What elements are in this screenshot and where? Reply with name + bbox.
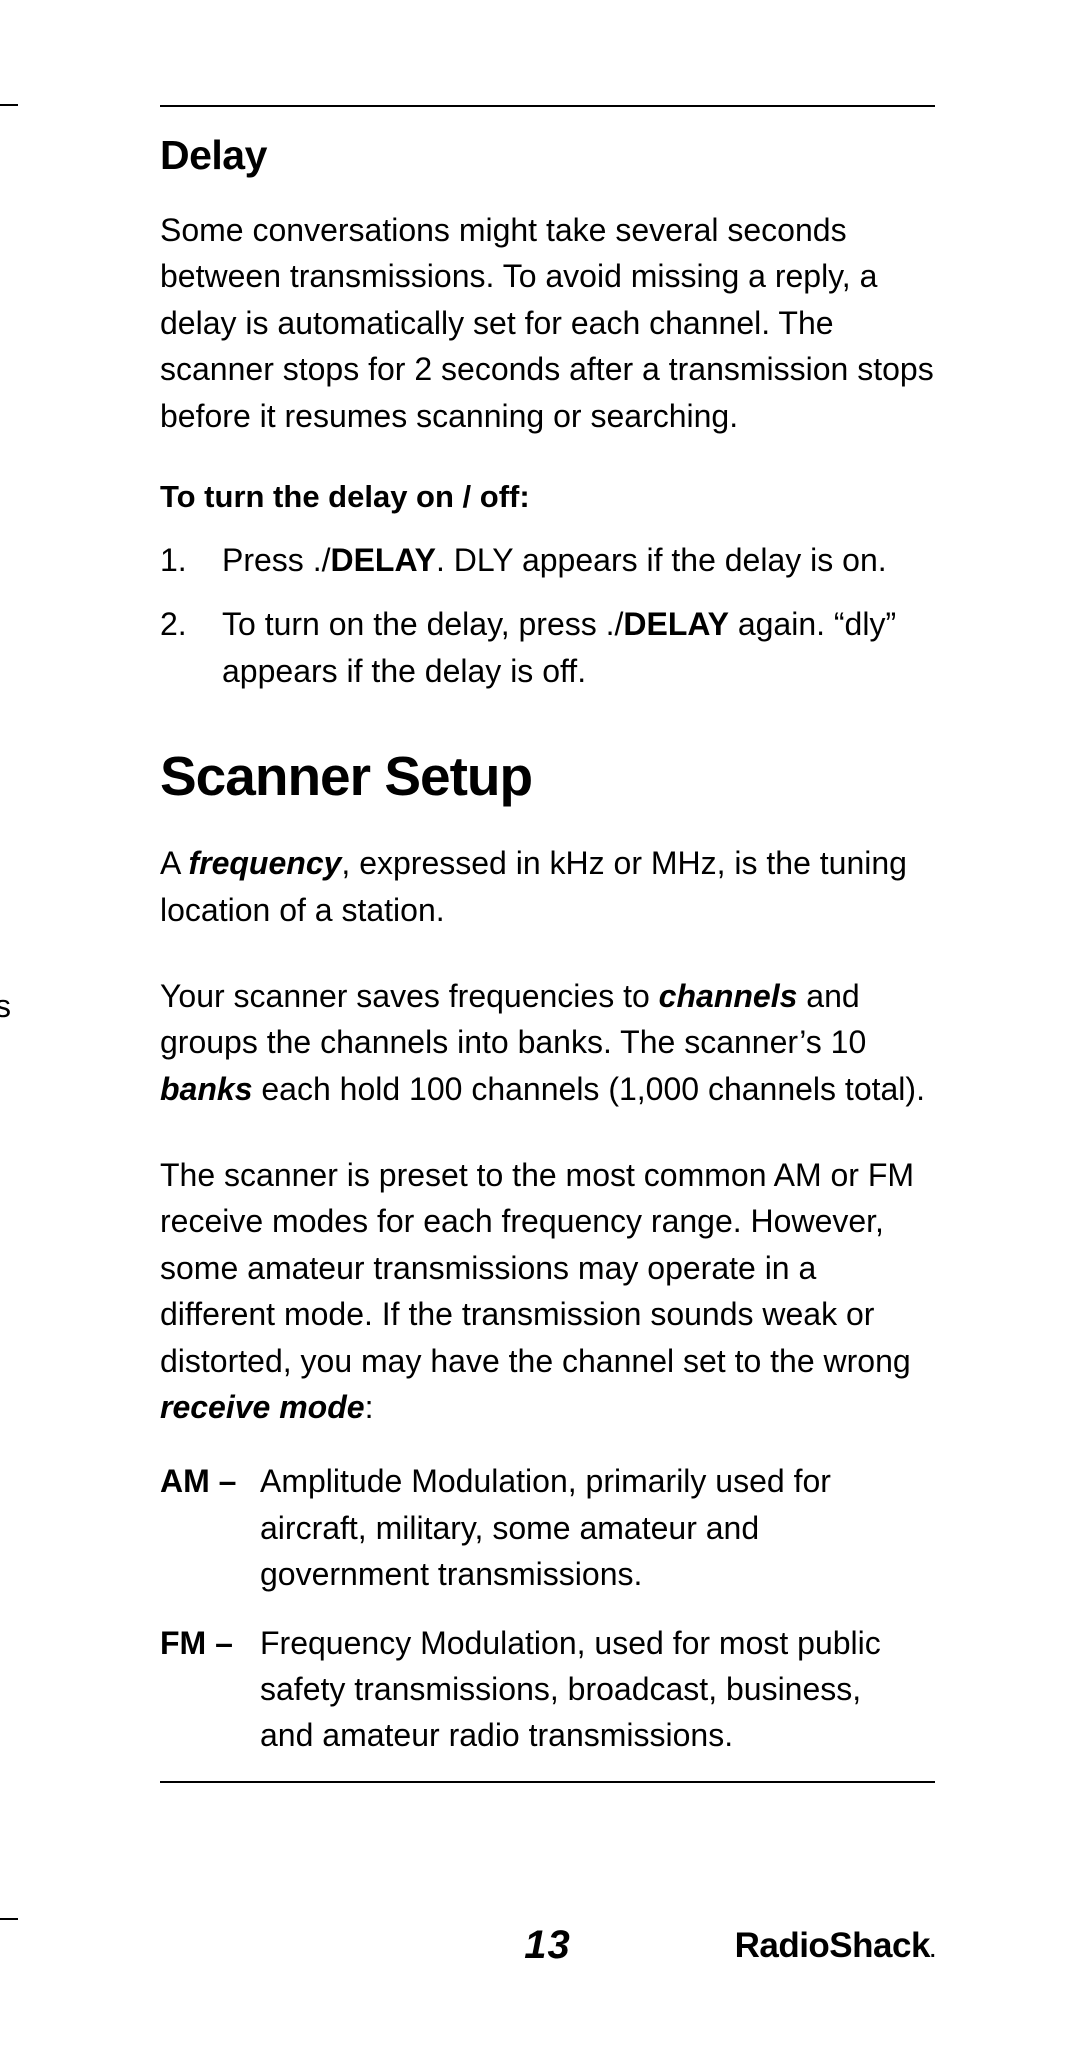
top-rule xyxy=(160,105,935,107)
scanner-para-1: A frequency, expressed in kHz or MHz, is… xyxy=(160,840,935,933)
page-content: Delay Some conversations might take seve… xyxy=(0,0,1080,2053)
step-number: 1. xyxy=(160,537,222,583)
delay-heading: Delay xyxy=(160,132,935,179)
para1-prefix: A xyxy=(160,845,188,881)
step-content: To turn on the delay, press ./DELAY agai… xyxy=(222,601,935,694)
mode-label: AM – xyxy=(160,1458,260,1597)
scanner-para-3: The scanner is preset to the most common… xyxy=(160,1152,935,1430)
term-frequency: frequency xyxy=(188,845,341,881)
brand-name: RadioShack xyxy=(735,1926,930,1965)
mode-desc: Amplitude Modulation, primarily used for… xyxy=(260,1458,935,1597)
delay-subheading: To turn the delay on / off: xyxy=(160,479,935,515)
step-number: 2. xyxy=(160,601,222,694)
step-prefix: Press ./ xyxy=(222,542,330,578)
step-content: Press ./DELAY. DLY appears if the delay … xyxy=(222,537,935,583)
page-number: 13 xyxy=(524,1923,571,1968)
mode-definitions: AM – Amplitude Modulation, primarily use… xyxy=(160,1458,935,1758)
step-key: DELAY xyxy=(623,606,729,642)
step-suffix: . DLY appears if the delay is on. xyxy=(436,542,887,578)
term-channels: channels xyxy=(659,978,798,1014)
term-banks: banks xyxy=(160,1071,252,1107)
delay-steps-list: 1. Press ./DELAY. DLY appears if the del… xyxy=(160,537,935,694)
page-footer: 13 RadioShack. xyxy=(160,1923,935,1968)
scanner-setup-heading: Scanner Setup xyxy=(160,744,935,808)
para3-a: The scanner is preset to the most common… xyxy=(160,1157,914,1379)
para3-b: : xyxy=(365,1389,374,1425)
step-prefix: To turn on the delay, press ./ xyxy=(222,606,623,642)
delay-step-2: 2. To turn on the delay, press ./DELAY a… xyxy=(160,601,935,694)
bottom-rule xyxy=(160,1781,935,1783)
mode-label: FM – xyxy=(160,1620,260,1759)
para2-a: Your scanner saves frequencies to xyxy=(160,978,659,1014)
brand-dot: . xyxy=(930,1940,935,1962)
delay-intro-paragraph: Some conversations might take several se… xyxy=(160,207,935,439)
mode-fm: FM – Frequency Modulation, used for most… xyxy=(160,1620,935,1759)
delay-step-1: 1. Press ./DELAY. DLY appears if the del… xyxy=(160,537,935,583)
term-receive-mode: receive mode xyxy=(160,1389,365,1425)
step-key: DELAY xyxy=(330,542,436,578)
para2-c: each hold 100 channels (1,000 channels t… xyxy=(252,1071,924,1107)
mode-desc: Frequency Modulation, used for most publ… xyxy=(260,1620,935,1759)
brand-logo: RadioShack. xyxy=(735,1926,935,1966)
scanner-para-2: Your scanner saves frequencies to channe… xyxy=(160,973,935,1112)
mode-am: AM – Amplitude Modulation, primarily use… xyxy=(160,1458,935,1597)
